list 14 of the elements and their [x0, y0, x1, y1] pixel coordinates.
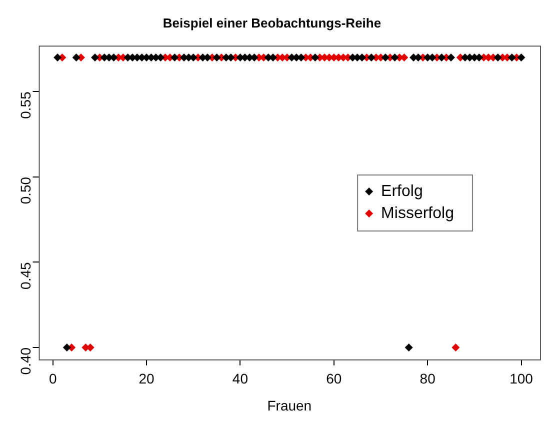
x-tick-label: 100 [510, 370, 534, 387]
y-tick-label: 0.55 [18, 91, 34, 119]
chart-title: Beispiel einer Beobachtungs-Reihe [162, 15, 382, 30]
x-axis-title: Frauen [267, 397, 312, 414]
y-tick-label: 0.45 [18, 262, 34, 290]
legend-label: Erfolg [381, 182, 423, 200]
legend-label: Misserfolg [381, 204, 454, 222]
x-tick-label: 80 [420, 370, 436, 387]
y-tick-label: 0.50 [18, 176, 34, 204]
y-tick-label: 0.40 [18, 347, 34, 375]
x-tick-label: 0 [48, 370, 57, 387]
x-tick-label: 20 [138, 370, 155, 387]
x-tick-label: 60 [326, 370, 342, 387]
x-tick-label: 40 [232, 370, 248, 387]
